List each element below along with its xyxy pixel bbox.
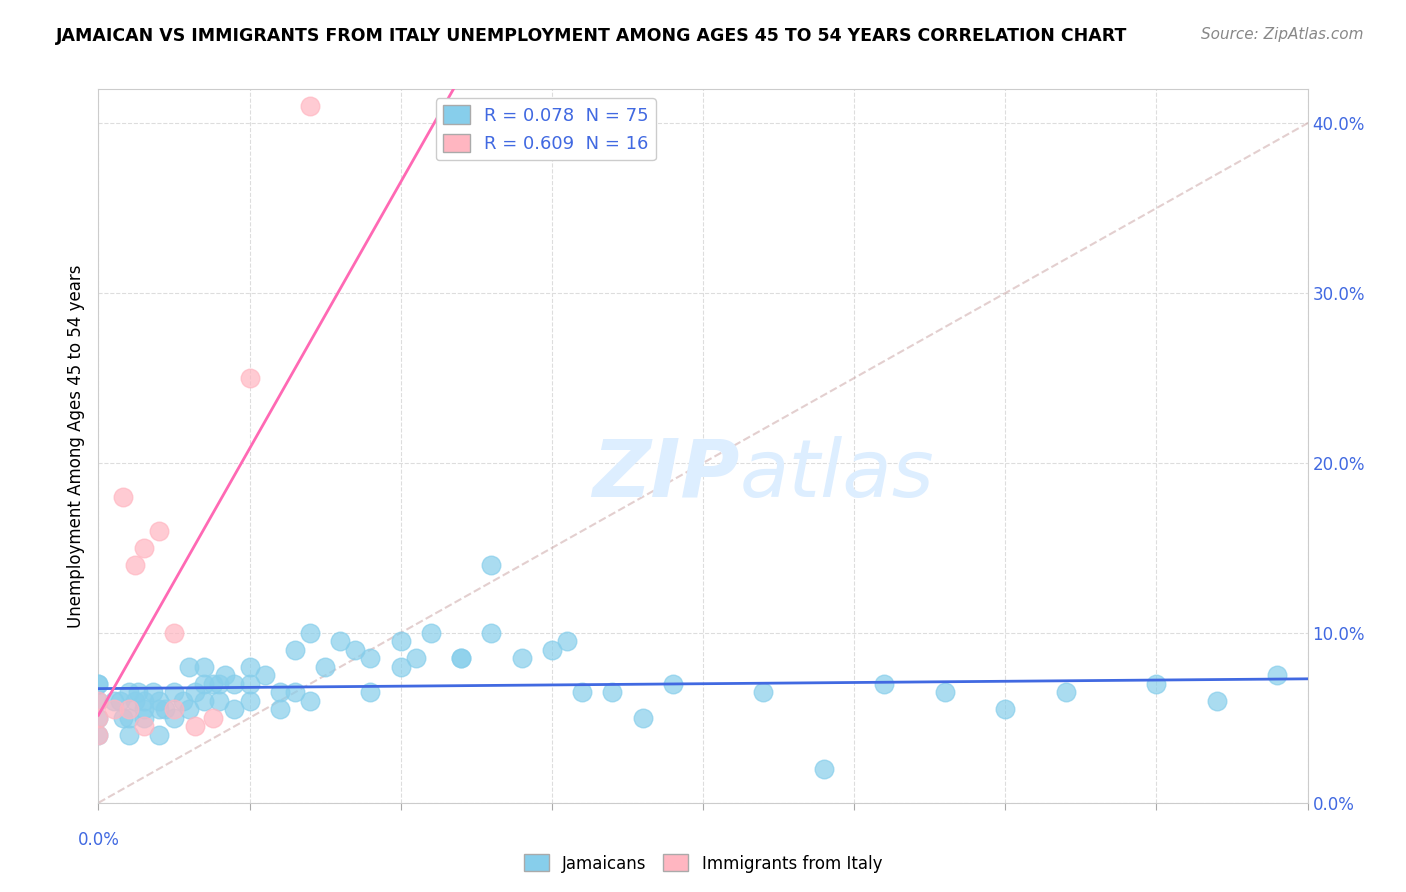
- Point: [163, 685, 186, 699]
- Point: [148, 694, 170, 708]
- Point: [540, 643, 562, 657]
- Point: [405, 651, 427, 665]
- Point: [224, 702, 246, 716]
- Point: [108, 694, 131, 708]
- Text: Source: ZipAtlas.com: Source: ZipAtlas.com: [1201, 27, 1364, 42]
- Point: [153, 702, 176, 716]
- Point: [481, 558, 503, 572]
- Point: [148, 702, 170, 716]
- Point: [214, 668, 236, 682]
- Point: [314, 660, 336, 674]
- Point: [813, 762, 835, 776]
- Point: [87, 711, 110, 725]
- Point: [177, 702, 201, 716]
- Point: [127, 685, 149, 699]
- Legend: Jamaicans, Immigrants from Italy: Jamaicans, Immigrants from Italy: [517, 847, 889, 880]
- Point: [87, 677, 110, 691]
- Point: [87, 677, 110, 691]
- Point: [299, 99, 322, 113]
- Point: [631, 711, 654, 725]
- Point: [510, 651, 533, 665]
- Text: atlas: atlas: [740, 435, 934, 514]
- Point: [389, 634, 412, 648]
- Point: [118, 728, 141, 742]
- Point: [389, 660, 412, 674]
- Point: [571, 685, 593, 699]
- Point: [481, 626, 503, 640]
- Point: [132, 702, 155, 716]
- Point: [360, 651, 382, 665]
- Point: [132, 711, 155, 725]
- Point: [1206, 694, 1229, 708]
- Point: [177, 660, 201, 674]
- Point: [1265, 668, 1288, 682]
- Point: [555, 634, 578, 648]
- Point: [329, 634, 352, 648]
- Point: [163, 711, 186, 725]
- Point: [103, 702, 125, 716]
- Point: [224, 677, 246, 691]
- Text: JAMAICAN VS IMMIGRANTS FROM ITALY UNEMPLOYMENT AMONG AGES 45 TO 54 YEARS CORRELA: JAMAICAN VS IMMIGRANTS FROM ITALY UNEMPL…: [56, 27, 1128, 45]
- Y-axis label: Unemployment Among Ages 45 to 54 years: Unemployment Among Ages 45 to 54 years: [66, 264, 84, 628]
- Point: [1144, 677, 1167, 691]
- Point: [184, 719, 207, 733]
- Point: [299, 626, 322, 640]
- Point: [269, 685, 291, 699]
- Legend: R = 0.078  N = 75, R = 0.609  N = 16: R = 0.078 N = 75, R = 0.609 N = 16: [436, 98, 657, 161]
- Point: [360, 685, 382, 699]
- Point: [193, 677, 215, 691]
- Point: [163, 626, 186, 640]
- Point: [299, 694, 322, 708]
- Point: [132, 719, 155, 733]
- Point: [87, 728, 110, 742]
- Point: [208, 694, 231, 708]
- Point: [132, 541, 155, 555]
- Point: [148, 728, 170, 742]
- Point: [87, 694, 110, 708]
- Point: [284, 643, 307, 657]
- Text: 0.0%: 0.0%: [77, 831, 120, 849]
- Point: [934, 685, 956, 699]
- Point: [163, 702, 186, 716]
- Point: [994, 702, 1017, 716]
- Point: [124, 694, 146, 708]
- Point: [148, 524, 170, 538]
- Point: [87, 694, 110, 708]
- Point: [239, 371, 262, 385]
- Point: [111, 711, 134, 725]
- Text: ZIP: ZIP: [592, 435, 740, 514]
- Point: [202, 677, 225, 691]
- Point: [1054, 685, 1077, 699]
- Point: [344, 643, 367, 657]
- Point: [184, 685, 207, 699]
- Point: [239, 677, 262, 691]
- Point: [202, 711, 225, 725]
- Point: [172, 694, 194, 708]
- Point: [124, 558, 146, 572]
- Point: [269, 702, 291, 716]
- Point: [239, 660, 262, 674]
- Point: [132, 694, 155, 708]
- Point: [87, 728, 110, 742]
- Point: [118, 711, 141, 725]
- Point: [142, 685, 165, 699]
- Point: [239, 694, 262, 708]
- Point: [87, 711, 110, 725]
- Point: [193, 694, 215, 708]
- Point: [661, 677, 683, 691]
- Point: [873, 677, 896, 691]
- Point: [450, 651, 472, 665]
- Point: [111, 490, 134, 504]
- Point: [253, 668, 276, 682]
- Point: [752, 685, 775, 699]
- Point: [419, 626, 441, 640]
- Point: [118, 685, 141, 699]
- Point: [602, 685, 624, 699]
- Point: [208, 677, 231, 691]
- Point: [103, 694, 125, 708]
- Point: [118, 702, 141, 716]
- Point: [450, 651, 472, 665]
- Point: [284, 685, 307, 699]
- Point: [193, 660, 215, 674]
